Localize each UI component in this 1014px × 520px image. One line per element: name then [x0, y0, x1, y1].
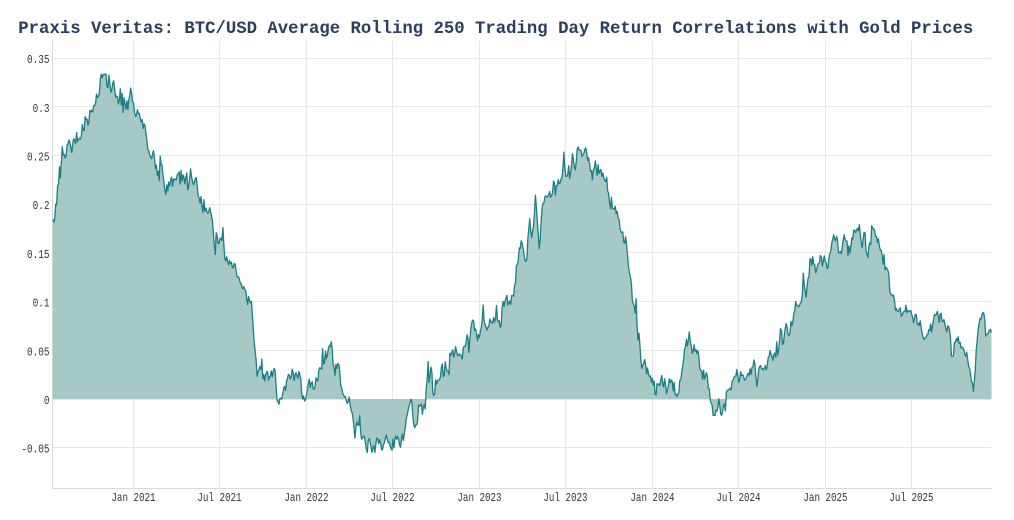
svg-text:0.05: 0.05: [27, 346, 50, 359]
svg-text:0.3: 0.3: [33, 103, 50, 116]
svg-text:Jul 2022: Jul 2022: [370, 492, 414, 505]
svg-text:0.25: 0.25: [27, 152, 50, 165]
svg-text:0.15: 0.15: [27, 249, 50, 262]
svg-text:Jul 2023: Jul 2023: [543, 492, 587, 505]
svg-text:0.2: 0.2: [33, 200, 50, 213]
svg-text:Jan 2022: Jan 2022: [284, 492, 328, 505]
svg-text:Jan 2023: Jan 2023: [457, 492, 501, 505]
svg-text:Jul 2025: Jul 2025: [889, 492, 933, 505]
svg-text:Jul 2021: Jul 2021: [197, 492, 241, 505]
svg-text:Jan 2025: Jan 2025: [803, 492, 847, 505]
svg-text:Jul 2024: Jul 2024: [716, 492, 760, 505]
svg-text:Praxis Veritas: BTC/USD Averag: Praxis Veritas: BTC/USD Average Rolling …: [18, 20, 973, 39]
svg-text:0.35: 0.35: [27, 54, 50, 67]
svg-text:-0.05: -0.05: [21, 444, 49, 457]
svg-text:0: 0: [44, 395, 50, 408]
svg-text:Jan 2021: Jan 2021: [111, 492, 155, 505]
svg-text:Jan 2024: Jan 2024: [630, 492, 674, 505]
svg-text:0.1: 0.1: [33, 298, 50, 311]
